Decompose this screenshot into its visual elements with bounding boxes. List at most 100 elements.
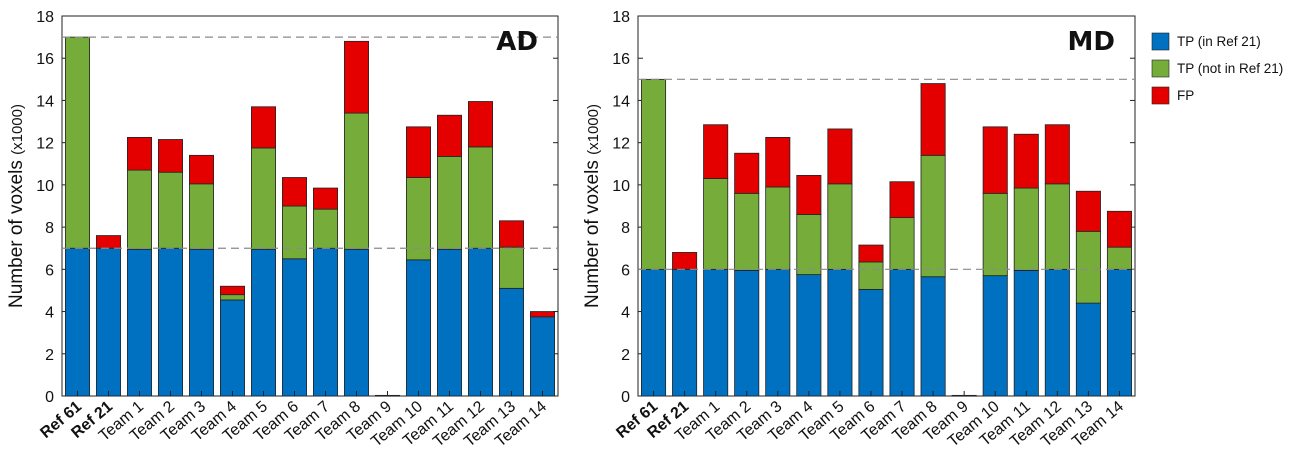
panel-label: AD (496, 27, 538, 57)
bar-tp-not-in-ref-team-1 (127, 169, 152, 250)
bar-tp-in-ref-team-14 (1106, 268, 1132, 397)
bar-fp-team-4 (220, 285, 245, 296)
bar-fp-team-2 (734, 152, 760, 194)
bar-tp-not-in-ref-team-12 (468, 146, 493, 249)
plot-frame (637, 15, 1136, 397)
y-tick-label: 18 (612, 9, 630, 26)
bar-tp-not-in-ref-team-10 (406, 177, 431, 261)
y-tick-label: 6 (45, 262, 54, 279)
y-tick-label: 18 (36, 9, 54, 26)
bar-tp-not-in-ref-team-8 (344, 112, 369, 250)
bar-fp-team-10 (982, 126, 1008, 194)
bar-tp-not-in-ref-team-2 (158, 171, 183, 249)
y-tick-label: 14 (612, 93, 630, 110)
bar-tp-not-in-ref-team-6 (282, 205, 307, 260)
bar-tp-in-ref-team-13 (1075, 302, 1101, 397)
y-tick-label: 14 (36, 93, 54, 110)
bar-fp-team-14 (1106, 210, 1132, 248)
bar-fp-team-1 (703, 124, 729, 179)
y-axis-unit: (x1000) (585, 104, 602, 155)
bar-tp-in-ref-team-12 (1044, 268, 1070, 397)
bar-tp-in-ref-team-4 (220, 299, 245, 397)
bar-fp-team-13 (499, 220, 524, 248)
bar-tp-not-in-ref-team-4 (796, 214, 822, 276)
y-tick-label: 2 (45, 347, 54, 364)
bar-tp-in-ref-ref-21 (96, 247, 121, 397)
bar-fp-team-8 (344, 40, 369, 114)
bar-tp-not-in-ref-team-13 (499, 246, 524, 289)
bar-tp-in-ref-team-3 (765, 268, 791, 397)
bar-tp-not-in-ref-team-8 (920, 154, 946, 278)
bar-tp-not-in-ref-team-1 (703, 178, 729, 270)
y-tick-label: 10 (612, 178, 630, 195)
panel-label: MD (1068, 27, 1115, 57)
legend-swatch-tp-in-ref (1151, 32, 1170, 51)
legend-label-tp-not-in-ref: TP (not in Ref 21) (1177, 61, 1283, 76)
bar-tp-in-ref-team-6 (282, 258, 307, 397)
plot-frame (61, 15, 559, 397)
y-tick-label: 12 (612, 136, 630, 153)
y-tick-label: 4 (45, 305, 54, 322)
bar-fp-team-7 (313, 187, 338, 210)
bar-fp-team-13 (1075, 190, 1101, 232)
y-tick-label: 16 (36, 51, 54, 68)
bar-tp-in-ref-team-7 (313, 247, 338, 397)
bar-fp-team-4 (796, 174, 822, 215)
bar-fp-ref-21 (96, 235, 121, 249)
bar-tp-in-ref-team-3 (189, 248, 214, 397)
bar-tp-in-ref-team-11 (1013, 269, 1039, 397)
bar-tp-in-ref-team-10 (406, 259, 431, 397)
bar-tp-not-in-ref-team-7 (889, 217, 915, 270)
bar-tp-not-in-ref-ref-61 (65, 36, 90, 249)
bar-fp-team-12 (1044, 124, 1070, 185)
bar-fp-team-5 (827, 128, 853, 185)
bar-tp-in-ref-ref-61 (641, 268, 667, 397)
bar-tp-not-in-ref-team-4 (220, 294, 245, 301)
bar-fp-team-10 (406, 126, 431, 178)
y-tick-label: 0 (45, 389, 54, 406)
bar-tp-in-ref-team-11 (437, 248, 462, 397)
legend-label-tp-in-ref: TP (in Ref 21) (1177, 34, 1261, 49)
bar-tp-in-ref-team-14 (530, 316, 555, 397)
bar-tp-not-in-ref-team-3 (765, 186, 791, 270)
bar-fp-team-5 (251, 106, 276, 149)
bar-fp-team-8 (920, 83, 946, 156)
bar-tp-in-ref-team-5 (827, 268, 853, 397)
y-tick-label: 8 (45, 220, 54, 237)
bar-tp-not-in-ref-team-13 (1075, 230, 1101, 304)
bar-tp-not-in-ref-team-11 (437, 155, 462, 250)
legend: TP (in Ref 21) TP (not in Ref 21) FP (1151, 32, 1283, 105)
bar-tp-not-in-ref-team-7 (313, 208, 338, 249)
bar-fp-team-3 (765, 136, 791, 188)
bar-tp-in-ref-team-4 (796, 274, 822, 397)
bar-tp-in-ref-team-13 (499, 287, 524, 397)
bar-tp-in-ref-team-12 (468, 247, 493, 397)
bar-tp-not-in-ref-team-3 (189, 183, 214, 250)
y-tick-label: 6 (621, 262, 630, 279)
bar-tp-in-ref-team-2 (158, 247, 183, 397)
bar-fp-team-11 (1013, 133, 1039, 189)
bar-tp-in-ref-team-1 (703, 268, 729, 397)
y-tick-label: 16 (612, 51, 630, 68)
bar-tp-in-ref-team-2 (734, 269, 760, 397)
bar-fp-team-6 (858, 244, 884, 263)
bar-tp-in-ref-team-7 (889, 268, 915, 397)
bar-tp-not-in-ref-team-12 (1044, 183, 1070, 270)
bar-fp-team-3 (189, 154, 214, 185)
bar-fp-team-7 (889, 181, 915, 219)
bar-tp-in-ref-team-8 (344, 248, 369, 397)
bar-fp-team-2 (158, 139, 183, 173)
y-tick-label: 8 (621, 220, 630, 237)
y-axis-unit: (x1000) (9, 104, 26, 155)
bar-tp-in-ref-team-1 (127, 248, 152, 397)
legend-swatch-fp (1151, 86, 1170, 105)
y-tick-label: 0 (621, 389, 630, 406)
y-tick-label: 4 (621, 305, 630, 322)
bar-tp-not-in-ref-team-11 (1013, 187, 1039, 271)
y-tick-label: 2 (621, 347, 630, 364)
bar-tp-not-in-ref-team-14 (1106, 246, 1132, 270)
bar-tp-not-in-ref-ref-61 (641, 78, 667, 270)
y-axis-label: Number of voxels (x1000) (582, 104, 603, 308)
